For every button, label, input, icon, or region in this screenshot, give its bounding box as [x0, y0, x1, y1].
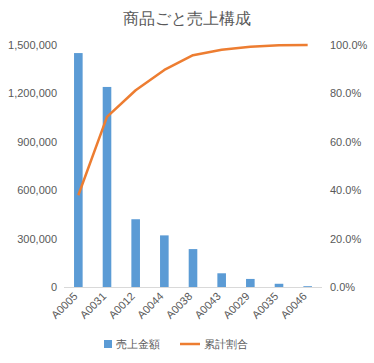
title: 商品ごと売上構成 — [123, 10, 251, 27]
x-tick-label: A0043 — [192, 290, 223, 321]
y-tick — [61, 93, 64, 94]
bar — [303, 286, 312, 287]
y2-tick-label: 40.0% — [330, 184, 361, 196]
chart: 商品ごと売上構成 0 300,000 600,000 900,000 1,200,000 1… — [0, 0, 374, 363]
y2-tick — [322, 287, 325, 288]
y2-tick — [322, 190, 325, 191]
y-tick-label: 300,000 — [17, 233, 57, 245]
plot-marks — [74, 45, 312, 287]
y-tick — [61, 141, 64, 142]
bar — [74, 53, 83, 287]
y2-tick — [322, 238, 325, 239]
x-tick-label: A0031 — [77, 290, 108, 321]
y2-tick-label: 0.0% — [330, 281, 355, 293]
y-tick-label: 0 — [51, 281, 57, 293]
y2-tick — [322, 45, 325, 46]
x-tick-label: A0035 — [249, 290, 280, 321]
y-tick-label: 900,000 — [17, 136, 57, 148]
line — [78, 45, 307, 195]
y2-tick — [322, 141, 325, 142]
y2-tick-label: 60.0% — [330, 136, 361, 148]
x-tick-label: A0005 — [49, 290, 80, 321]
legend-swatch — [180, 343, 200, 346]
legend-label: 累計割合 — [204, 338, 248, 350]
bar — [189, 249, 198, 287]
y-tick — [61, 287, 64, 288]
y-tick — [61, 238, 64, 239]
y-tick-label: 600,000 — [17, 184, 57, 196]
bar — [217, 273, 226, 287]
bar — [275, 284, 284, 287]
y-tick — [61, 190, 64, 191]
y2-tick-label: 100.0% — [330, 39, 368, 51]
x-tick-label: A0046 — [278, 290, 309, 321]
x-tick-label: A0012 — [106, 290, 137, 321]
bar — [160, 235, 169, 287]
x-tick-label: A0038 — [163, 290, 194, 321]
legend-swatch — [104, 340, 112, 348]
legend: 売上金額 累計割合 — [104, 338, 248, 350]
x-tick-label: A0029 — [221, 290, 252, 321]
x-tick-label: A0044 — [135, 290, 166, 321]
y-tick — [61, 45, 64, 46]
y-tick-label: 1,500,000 — [8, 39, 57, 51]
bar — [246, 279, 255, 287]
x-axis-line — [64, 287, 322, 288]
bar — [131, 219, 140, 287]
y2-tick-label: 20.0% — [330, 233, 361, 245]
y2-tick — [322, 93, 325, 94]
y-tick-label: 1,200,000 — [8, 87, 57, 99]
legend-label: 売上金額 — [116, 338, 160, 350]
y2-tick-label: 80.0% — [330, 87, 361, 99]
